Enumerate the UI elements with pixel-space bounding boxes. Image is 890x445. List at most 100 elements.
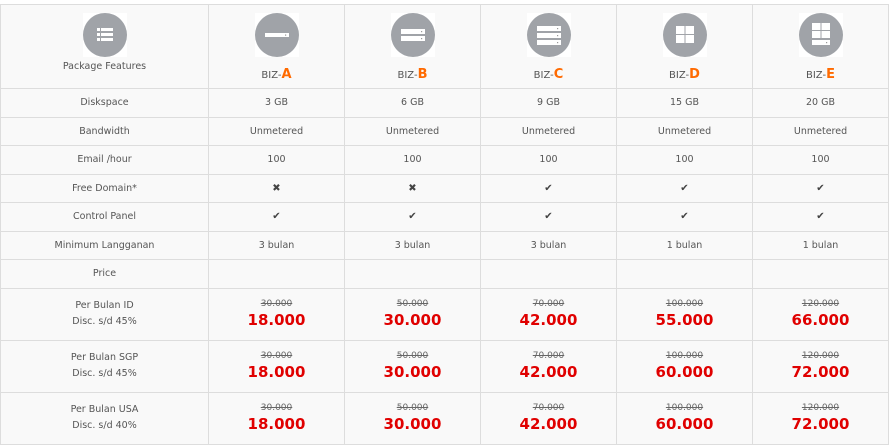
features-header: Package Features	[0, 4, 209, 89]
price-cell: 100.000 60.000	[616, 391, 753, 445]
feature-value: 15 GB	[670, 97, 699, 109]
original-price: 100.000	[665, 403, 704, 413]
feature-cell: 15 GB	[616, 88, 753, 118]
original-price: 50.000	[396, 299, 429, 309]
discounted-price: 18.000	[247, 363, 306, 381]
price-cell: 50.000 30.000	[344, 287, 481, 341]
plan-prefix: BIZ-	[397, 70, 418, 81]
price-label-cell: Per Bulan ID Disc. s/d 45%	[0, 287, 209, 341]
plan-header-a: BIZ-A	[208, 4, 345, 89]
feature-value: Unmetered	[793, 125, 848, 137]
discounted-price: 18.000	[247, 415, 306, 433]
plan-prefix: BIZ-	[806, 70, 827, 81]
server-2-icon	[390, 13, 435, 57]
server-1-icon	[254, 13, 299, 57]
original-price: 70.000	[532, 351, 565, 361]
feature-cell: ✔	[752, 173, 889, 203]
server-4-grid-icon	[662, 13, 707, 57]
plan-header-e: BIZ-E	[752, 4, 889, 89]
feature-row: Price	[0, 259, 889, 289]
feature-cell	[208, 259, 345, 289]
feature-cell: 3 bulan	[208, 230, 345, 260]
original-price: 50.000	[396, 403, 429, 413]
feature-cell	[616, 259, 753, 289]
discounted-price: 66.000	[791, 311, 850, 329]
server-3-icon	[526, 13, 571, 57]
original-price: 70.000	[532, 403, 565, 413]
feature-row: Diskspace 3 GB 6 GB 9 GB 15 GB 20 GB	[0, 88, 889, 118]
feature-cell: 100	[752, 145, 889, 175]
feature-cell: ✖	[208, 173, 345, 203]
discount-label: Disc. s/d 45%	[72, 368, 137, 379]
feature-value: 3 bulan	[394, 239, 431, 251]
feature-cell	[480, 259, 617, 289]
features-label: Package Features	[62, 61, 147, 72]
feature-value: 20 GB	[806, 97, 835, 109]
price-cell: 120.000 72.000	[752, 391, 889, 445]
feature-row: Bandwidth Unmetered Unmetered Unmetered Unme…	[0, 116, 889, 146]
price-cell: 120.000 66.000	[752, 287, 889, 341]
feature-cell: Unmetered	[344, 116, 481, 146]
feature-value: 100	[675, 154, 694, 166]
plan-name: BIZ-A	[209, 67, 344, 82]
discounted-price: 42.000	[519, 415, 578, 433]
feature-cell	[344, 259, 481, 289]
price-cell: 70.000 42.000	[480, 339, 617, 393]
feature-cell: 6 GB	[344, 88, 481, 118]
price-label-cell: Per Bulan USA Disc. s/d 40%	[0, 391, 209, 445]
discounted-price: 60.000	[655, 363, 714, 381]
feature-cell: 100	[208, 145, 345, 175]
plan-letter: E	[826, 67, 835, 82]
plan-header-b: BIZ-B	[344, 4, 481, 89]
server-5-grid-icon	[798, 13, 843, 57]
price-region: Per Bulan ID	[75, 300, 134, 311]
feature-cell: 1 bulan	[752, 230, 889, 260]
original-price: 50.000	[396, 351, 429, 361]
price-cell: 50.000 30.000	[344, 391, 481, 445]
discounted-price: 30.000	[383, 311, 442, 329]
feature-cell: 100	[344, 145, 481, 175]
feature-cell: ✔	[480, 173, 617, 203]
plan-letter: A	[281, 67, 292, 82]
feature-cell: ✔	[208, 202, 345, 232]
feature-value: 3 bulan	[530, 239, 567, 251]
feature-label: Price	[0, 259, 209, 289]
pricing-table: Package Features BIZ-A BIZ-B BIZ-C BIZ-D BIZ…	[0, 4, 889, 445]
header-row: Package Features BIZ-A BIZ-B BIZ-C BIZ-D BIZ…	[0, 4, 889, 89]
price-cell: 120.000 72.000	[752, 339, 889, 393]
feature-label: Email /hour	[0, 145, 209, 175]
check-icon: ✔	[680, 211, 689, 223]
feature-value: Unmetered	[657, 125, 712, 137]
feature-cell: 3 bulan	[480, 230, 617, 260]
feature-value: Unmetered	[521, 125, 576, 137]
feature-value: 100	[539, 154, 558, 166]
feature-value: Unmetered	[249, 125, 304, 137]
plan-header-c: BIZ-C	[480, 4, 617, 89]
plan-prefix: BIZ-	[261, 70, 282, 81]
feature-label: Minimum Langganan	[0, 230, 209, 260]
feature-cell: ✔	[752, 202, 889, 232]
feature-cell	[752, 259, 889, 289]
discounted-price: 18.000	[247, 311, 306, 329]
discount-label: Disc. s/d 40%	[72, 420, 137, 431]
discounted-price: 60.000	[655, 415, 714, 433]
feature-value: 6 GB	[401, 97, 424, 109]
plan-name: BIZ-E	[753, 67, 888, 82]
price-cell: 70.000 42.000	[480, 287, 617, 341]
price-cell: 70.000 42.000	[480, 391, 617, 445]
plan-letter: B	[417, 67, 428, 82]
cross-icon: ✖	[408, 182, 417, 194]
feature-cell: Unmetered	[616, 116, 753, 146]
feature-cell: ✔	[344, 202, 481, 232]
price-cell: 30.000 18.000	[208, 287, 345, 341]
price-cell: 50.000 30.000	[344, 339, 481, 393]
feature-cell: Unmetered	[208, 116, 345, 146]
feature-row: Email /hour 100 100 100 100 100	[0, 145, 889, 175]
feature-value: 3 bulan	[258, 239, 295, 251]
price-cell: 100.000 60.000	[616, 339, 753, 393]
discount-label: Disc. s/d 45%	[72, 316, 137, 327]
plan-prefix: BIZ-	[669, 70, 690, 81]
plan-name: BIZ-B	[345, 67, 480, 82]
feature-row: Control Panel ✔ ✔ ✔ ✔ ✔	[0, 202, 889, 232]
feature-value: Unmetered	[385, 125, 440, 137]
